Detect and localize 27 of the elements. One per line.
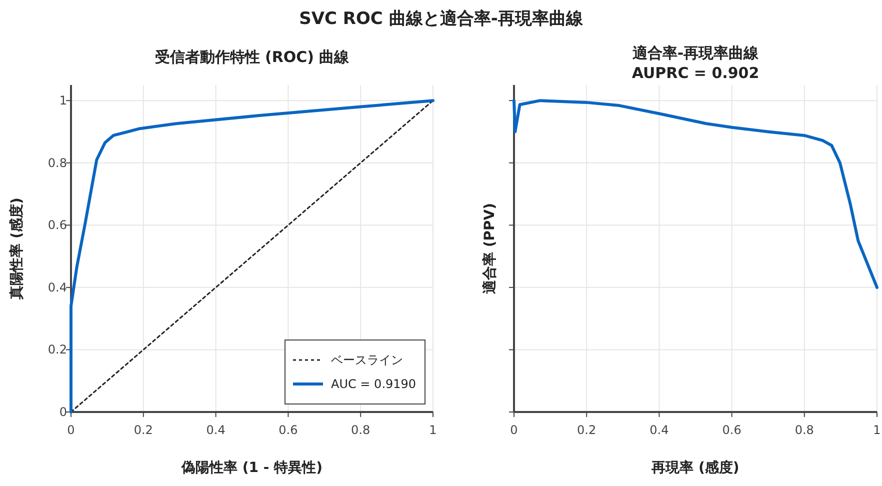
x-tick-label: 0.2 [577,423,596,437]
y-tick-label: 0 [59,405,67,419]
y-tick-label: 1 [59,94,67,108]
x-tick-label: 0.6 [278,423,298,437]
x-tick-label: 0.8 [351,423,370,437]
y-axis-title: 適合率 (PPV) [481,202,498,296]
text: SVC ROC 曲線と適合率-再現率曲線 [299,9,584,29]
y-tick-label: 0.4 [48,280,67,294]
x-tick-label: 0 [510,423,518,437]
x-tick-label: 1 [429,423,437,437]
chart-subtitle: AUPRC = 0.902 [632,64,760,82]
legend-label: AUC = 0.9190 [331,377,416,391]
x-tick-label: 0.8 [794,423,814,437]
x-axis-title: 偽陽性率 (1 - 特異性) [180,459,322,476]
x-tick-label: 1 [873,423,881,437]
y-tick-label: 0.2 [48,342,67,357]
x-axis-title: 再現率 (感度) [650,459,740,476]
x-tick-label: 0.6 [722,423,742,437]
chart-title: 受信者動作特性 (ROC) 曲線 [154,48,350,66]
y-tick-label: 0.6 [48,218,67,232]
x-tick-label: 0.2 [134,423,153,437]
chart-title: 適合率-再現率曲線 [631,44,760,62]
y-axis-title: 真陽性率 (感度) [8,198,25,300]
y-tick-label: 0.8 [48,156,67,170]
x-tick-label: 0.4 [650,423,669,437]
x-tick-label: 0.4 [206,423,226,437]
legend-label: ベースライン [331,353,403,367]
